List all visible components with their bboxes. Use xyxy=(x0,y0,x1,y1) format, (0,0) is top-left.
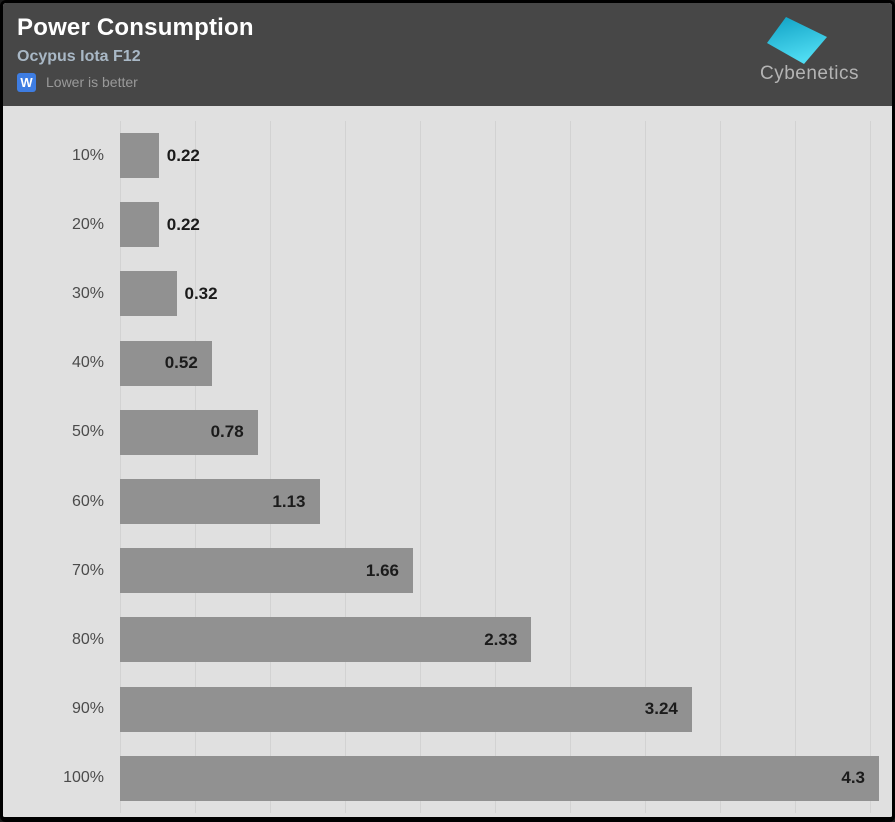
value-label: 0.52 xyxy=(164,353,198,373)
chart-row: 100% 4.3 xyxy=(3,744,892,813)
page-title: Power Consumption xyxy=(17,14,254,41)
category-label: 50% xyxy=(71,423,104,441)
bar-track: 2.33 xyxy=(120,617,892,663)
value-label: 3.24 xyxy=(644,699,678,719)
bar-track: 1.13 xyxy=(120,479,892,525)
bar-track: 0.78 xyxy=(120,409,892,455)
bar: 4.3 xyxy=(120,755,879,801)
bar: 2.33 xyxy=(120,617,532,663)
category-label: 70% xyxy=(71,561,104,579)
category-label: 40% xyxy=(71,354,104,372)
chart-row: 70% 1.66 xyxy=(3,536,892,605)
bar: 1.66 xyxy=(120,548,413,594)
chart-row: 60% 1.13 xyxy=(3,467,892,536)
value-label: 0.78 xyxy=(210,422,244,442)
chart-row: 40% 0.52 xyxy=(3,329,892,398)
category-label: 10% xyxy=(71,146,104,164)
category-label: 90% xyxy=(71,700,104,718)
bar-track: 4.3 xyxy=(120,755,892,801)
bar: 3.24 xyxy=(120,686,692,732)
bar-track: 1.66 xyxy=(120,548,892,594)
value-label: 0.32 xyxy=(184,283,218,303)
cybenetics-logo: Cybenetics xyxy=(758,11,864,85)
lower-is-better-note: Lower is better xyxy=(46,74,138,91)
chart-subtitle: Ocypus Iota F12 xyxy=(17,47,141,65)
bar-track: 3.24 xyxy=(120,686,892,732)
cybenetics-logo-icon xyxy=(767,17,827,64)
bar-track: 0.22 xyxy=(120,133,892,179)
bar-track: 0.52 xyxy=(120,340,892,386)
category-label: 60% xyxy=(71,492,104,510)
bar: 0.78 xyxy=(120,409,258,455)
legend-row: W Lower is better xyxy=(17,72,878,92)
watt-unit-badge: W xyxy=(17,72,36,92)
chart-rows: 10% 0.22 20% 0.22 30% 0.32 40% 0.52 50% 0.78 60% 1.… xyxy=(3,121,892,813)
bar: 0.52 xyxy=(120,340,212,386)
chart-row: 10% 0.22 xyxy=(3,121,892,190)
chart-row: 20% 0.22 xyxy=(3,190,892,259)
chart-row: 90% 3.24 xyxy=(3,675,892,744)
value-label: 2.33 xyxy=(484,629,518,649)
bar xyxy=(120,271,177,317)
value-label: 0.22 xyxy=(166,145,200,165)
bar: 1.13 xyxy=(120,479,320,525)
header: Power Consumption Ocypus Iota F12 W Lowe… xyxy=(3,3,892,106)
value-label: 1.66 xyxy=(365,560,399,580)
category-label: 100% xyxy=(63,769,104,787)
bar xyxy=(120,133,159,179)
value-label: 1.13 xyxy=(272,491,306,511)
value-label: 4.3 xyxy=(841,768,865,788)
bar xyxy=(120,202,159,248)
bar-track: 0.32 xyxy=(120,271,892,317)
chart-row: 30% 0.32 xyxy=(3,259,892,328)
cybenetics-logo-text: Cybenetics xyxy=(760,63,859,84)
bar-chart: 10% 0.22 20% 0.22 30% 0.32 40% 0.52 50% 0.78 60% 1.… xyxy=(3,106,892,817)
category-label: 80% xyxy=(71,630,104,648)
category-label: 30% xyxy=(71,284,104,302)
value-label: 0.22 xyxy=(166,214,200,234)
category-label: 20% xyxy=(71,215,104,233)
chart-row: 50% 0.78 xyxy=(3,398,892,467)
bar-track: 0.22 xyxy=(120,202,892,248)
chart-row: 80% 2.33 xyxy=(3,605,892,674)
